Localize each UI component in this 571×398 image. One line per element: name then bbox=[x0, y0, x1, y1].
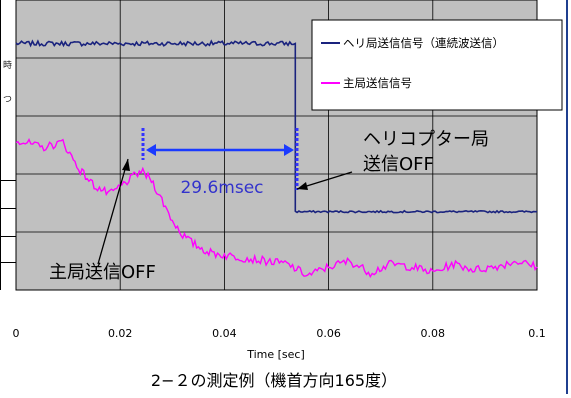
x-tick-label: 0.08 bbox=[421, 327, 446, 340]
callout-main-line bbox=[97, 158, 129, 265]
left-edge-glyph: 時 bbox=[3, 61, 13, 71]
left-table-rule bbox=[0, 236, 16, 237]
x-tick-label: 0.1 bbox=[528, 327, 546, 340]
x-tick-labels: 0 0.02 0.04 0.06 0.08 0.1 bbox=[13, 327, 546, 340]
series-layer bbox=[15, 39, 538, 279]
x-tick-label: 0 bbox=[13, 327, 20, 340]
callout-heli-arrow bbox=[297, 182, 308, 190]
x-axis-label: Time [sec] bbox=[246, 348, 305, 361]
legend-label-main: 主局送信信号 bbox=[343, 76, 412, 90]
x-tick-label: 0.06 bbox=[316, 327, 341, 340]
left-table-rule bbox=[0, 208, 16, 209]
callout-heli-label-2: 送信OFF bbox=[363, 154, 434, 175]
series-line-heli bbox=[15, 39, 537, 214]
interval-label: 29.6msec bbox=[180, 178, 263, 198]
x-tick-label: 0.04 bbox=[212, 327, 237, 340]
left-edge-glyph: つ bbox=[3, 95, 13, 105]
chart-title: 2−２の測定例（機首方向165度） bbox=[151, 371, 397, 390]
callout-main-label: 主局送信OFF bbox=[49, 262, 156, 283]
callout-main-arrow bbox=[122, 159, 130, 171]
x-tick-label: 0.02 bbox=[108, 327, 133, 340]
left-table-rule bbox=[0, 262, 16, 263]
interval-arrowhead-right bbox=[284, 144, 294, 156]
callout-heli-label-1: ヘリコプター局 bbox=[363, 129, 489, 150]
right-page-edge bbox=[566, 0, 568, 394]
left-table-rule bbox=[0, 180, 16, 181]
legend-label-heli: ヘリ局送信信号（連続波送信） bbox=[343, 36, 504, 50]
series-line-main bbox=[15, 138, 538, 279]
legend-box bbox=[311, 19, 563, 111]
left-page-edge bbox=[0, 0, 1, 290]
interval-arrowhead-left bbox=[146, 144, 156, 156]
